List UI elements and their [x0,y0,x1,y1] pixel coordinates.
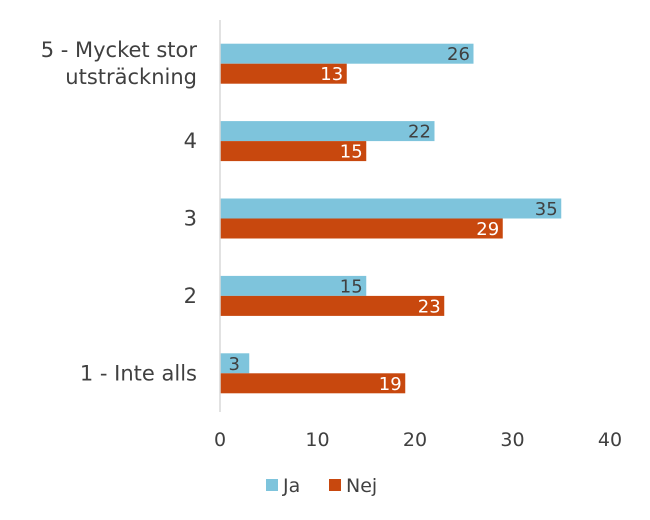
data-label-ja-3: 15 [340,276,363,297]
data-label-nej-3: 23 [418,296,441,317]
bar-nej-0 [220,63,347,84]
data-label-ja-0: 26 [447,44,470,65]
category-label-3: 2 [184,284,197,308]
data-label-ja-2: 35 [535,199,558,220]
legend-label-nej: Nej [346,475,377,497]
x-tick-label-2: 20 [403,429,427,451]
x-tick-labels: 0 10 20 30 40 [214,429,622,451]
category-label-1: 4 [184,129,197,153]
data-label-nej-2: 29 [476,219,499,240]
data-label-nej-0: 13 [320,64,343,85]
x-tick-label-0: 0 [214,429,226,451]
category-label-4: 1 - Inte alls [80,361,197,385]
category-label-0: 5 - Mycket stor utsträckning [41,38,198,89]
data-label-ja-4: 3 [229,354,240,375]
category-labels: 5 - Mycket stor utsträckning 4 3 2 1 - Inte a… [41,38,198,385]
legend-swatch-nej [329,479,341,491]
bar-nej-3 [220,295,445,316]
legend-label-ja: Ja [282,475,300,497]
data-label-ja-1: 22 [408,122,431,143]
x-tick-label-3: 30 [500,429,524,451]
legend: Ja Nej [266,475,377,497]
x-tick-label-4: 40 [598,429,622,451]
bars-layer [220,43,562,394]
bar-nej-4 [220,373,406,394]
bar-ja-2 [220,198,562,219]
category-label-2: 3 [184,207,197,231]
bar-ja-4 [220,353,250,374]
x-tick-label-1: 10 [305,429,329,451]
bar-ja-1 [220,121,435,142]
bar-ja-0 [220,43,474,64]
bar-nej-2 [220,218,503,239]
legend-swatch-ja [266,479,278,491]
data-label-nej-4: 19 [379,374,402,395]
bar-ja-3 [220,275,367,296]
bar-nej-1 [220,141,367,162]
data-label-nej-1: 15 [340,142,363,163]
data-labels: 26 13 22 15 35 29 15 23 3 19 [229,44,558,395]
